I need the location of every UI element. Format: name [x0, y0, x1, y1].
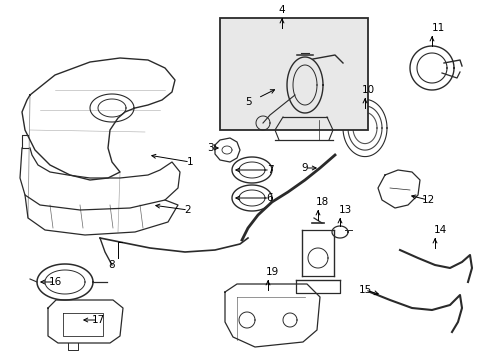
Text: 12: 12	[421, 195, 434, 205]
Text: 7: 7	[266, 165, 273, 175]
Text: 14: 14	[432, 225, 446, 235]
Text: 9: 9	[301, 163, 307, 173]
Text: 1: 1	[186, 157, 193, 167]
Text: 15: 15	[358, 285, 371, 295]
Text: 10: 10	[361, 85, 374, 95]
Text: 4: 4	[278, 5, 285, 15]
Text: 2: 2	[184, 205, 191, 215]
Text: 16: 16	[48, 277, 61, 287]
Text: 19: 19	[265, 267, 278, 277]
Text: 13: 13	[338, 205, 351, 215]
Text: 5: 5	[244, 97, 251, 107]
Text: 18: 18	[315, 197, 328, 207]
FancyBboxPatch shape	[220, 18, 367, 130]
Text: 17: 17	[91, 315, 104, 325]
Text: 6: 6	[266, 193, 273, 203]
Text: 11: 11	[430, 23, 444, 33]
Text: 8: 8	[108, 260, 115, 270]
Text: 3: 3	[206, 143, 213, 153]
